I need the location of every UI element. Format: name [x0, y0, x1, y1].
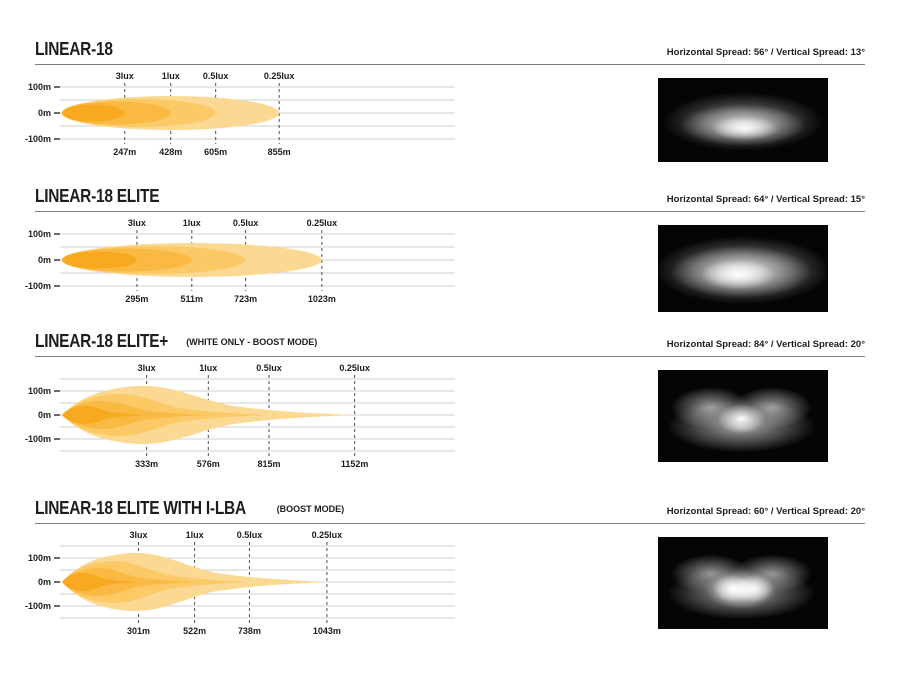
product-title: LINEAR-18 ELITE [35, 186, 160, 206]
y-axis-label: -100m [25, 434, 51, 444]
product-subtitle: (BOOST MODE) [276, 504, 345, 514]
y-axis-label: 0m [38, 577, 51, 587]
y-axis-label: -100m [25, 134, 51, 144]
distance-label: 738m [238, 626, 261, 636]
y-axis-label: 100m [28, 553, 51, 563]
distance-label: 295m [125, 294, 148, 304]
beam-layer [61, 251, 137, 269]
y-axis-label: 100m [28, 229, 51, 239]
distance-label: 301m [127, 626, 150, 636]
distance-label: 247m [113, 147, 136, 157]
lux-label: 0.25lux [307, 218, 338, 228]
lux-label: 1lux [186, 530, 204, 540]
beam-photo [658, 537, 828, 629]
y-axis-label: 0m [38, 255, 51, 265]
section-content: 100m 0m -100m 3lux 1lux 0.5lux 0.25lux 333m 576m… [25, 361, 865, 472]
lux-label: 3lux [116, 71, 134, 81]
distance-label: 815m [257, 459, 280, 469]
y-axis-label: 100m [28, 386, 51, 396]
y-axis-label: -100m [25, 281, 51, 291]
section-header: LINEAR-18 ELITE WITH I-LBA (BOOST MODE) … [35, 495, 865, 519]
product-title-wrap: LINEAR-18 ELITE WITH I-LBA (BOOST MODE) [35, 498, 344, 519]
lux-label: 0.25lux [312, 530, 343, 540]
product-subtitle: (WHITE ONLY - BOOST MODE) [186, 337, 318, 347]
product-section: LINEAR-18 ELITE WITH I-LBA (BOOST MODE) … [25, 495, 865, 639]
product-title: LINEAR-18 [35, 39, 113, 59]
beam-photo [658, 225, 828, 312]
distance-label: 1023m [308, 294, 336, 304]
section-content: 100m 0m -100m 3lux 1lux 0.5lux 0.25lux 301m 522m… [25, 528, 865, 639]
y-axis-label: -100m [25, 601, 51, 611]
product-title-wrap: LINEAR-18 ELITE [35, 186, 172, 207]
lux-label: 3lux [138, 363, 156, 373]
lux-label: 1lux [183, 218, 201, 228]
y-axis-label: 0m [38, 410, 51, 420]
lux-label: 0.5lux [203, 71, 229, 81]
section-header: LINEAR-18 ELITE Horizontal Spread: 64° /… [35, 183, 865, 207]
beam-layer [62, 405, 147, 425]
beam-distance-chart: 100m 0m -100m 3lux 1lux 0.5lux 0.25lux 295m 511m… [25, 218, 455, 304]
product-title-wrap: LINEAR-18 ELITE+ (WHITE ONLY - BOOST MOD… [35, 331, 317, 352]
lux-label: 0.5lux [233, 218, 259, 228]
beam-distance-chart: 100m 0m -100m 3lux 1lux 0.5lux 0.25lux 333m 576m… [25, 363, 455, 469]
product-section: LINEAR-18 ELITE+ (WHITE ONLY - BOOST MOD… [25, 328, 865, 472]
product-title: LINEAR-18 ELITE WITH I-LBA [35, 498, 246, 518]
header-divider [35, 64, 865, 65]
beam-photo [658, 370, 828, 462]
product-title: LINEAR-18 ELITE+ [35, 331, 169, 351]
distance-label: 333m [135, 459, 158, 469]
beam-layer [62, 104, 125, 122]
distance-label: 855m [268, 147, 291, 157]
beam-distance-chart: 100m 0m -100m 3lux 1lux 0.5lux 0.25lux 247m 428m… [25, 71, 455, 157]
header-divider [35, 211, 865, 212]
distance-label: 428m [159, 147, 182, 157]
lux-label: 0.5lux [256, 363, 282, 373]
header-divider [35, 523, 865, 524]
y-axis-label: 100m [28, 82, 51, 92]
lux-label: 3lux [128, 218, 146, 228]
lux-label: 3lux [129, 530, 147, 540]
y-axis-label: 0m [38, 108, 51, 118]
spread-spec-label: Horizontal Spread: 84° / Vertical Spread… [666, 339, 865, 350]
distance-label: 723m [234, 294, 257, 304]
distance-label: 1043m [313, 626, 341, 636]
product-section: LINEAR-18 ELITE Horizontal Spread: 64° /… [25, 183, 865, 312]
beam-distance-chart: 100m 0m -100m 3lux 1lux 0.5lux 0.25lux 301m 522m… [25, 530, 455, 636]
distance-label: 522m [183, 626, 206, 636]
distance-label: 1152m [341, 459, 369, 469]
lux-label: 0.25lux [339, 363, 370, 373]
spread-spec-label: Horizontal Spread: 64° / Vertical Spread… [666, 194, 865, 205]
lux-label: 0.5lux [237, 530, 263, 540]
distance-label: 605m [204, 147, 227, 157]
lux-label: 1lux [199, 363, 217, 373]
lux-label: 1lux [162, 71, 180, 81]
beam-photo [658, 78, 828, 162]
product-title-wrap: LINEAR-18 [35, 39, 117, 60]
distance-label: 576m [197, 459, 220, 469]
header-divider [35, 356, 865, 357]
lux-label: 0.25lux [264, 71, 295, 81]
spread-spec-label: Horizontal Spread: 56° / Vertical Spread… [666, 47, 865, 58]
spread-spec-label: Horizontal Spread: 60° / Vertical Spread… [666, 506, 865, 517]
distance-label: 511m [181, 294, 204, 304]
section-header: LINEAR-18 Horizontal Spread: 56° / Verti… [35, 36, 865, 60]
product-section: LINEAR-18 Horizontal Spread: 56° / Verti… [25, 36, 865, 162]
section-content: 100m 0m -100m 3lux 1lux 0.5lux 0.25lux 295m 511m… [25, 216, 865, 312]
beam-layer [62, 572, 139, 592]
section-content: 100m 0m -100m 3lux 1lux 0.5lux 0.25lux 247m 428m… [25, 69, 865, 162]
section-header: LINEAR-18 ELITE+ (WHITE ONLY - BOOST MOD… [35, 328, 865, 352]
